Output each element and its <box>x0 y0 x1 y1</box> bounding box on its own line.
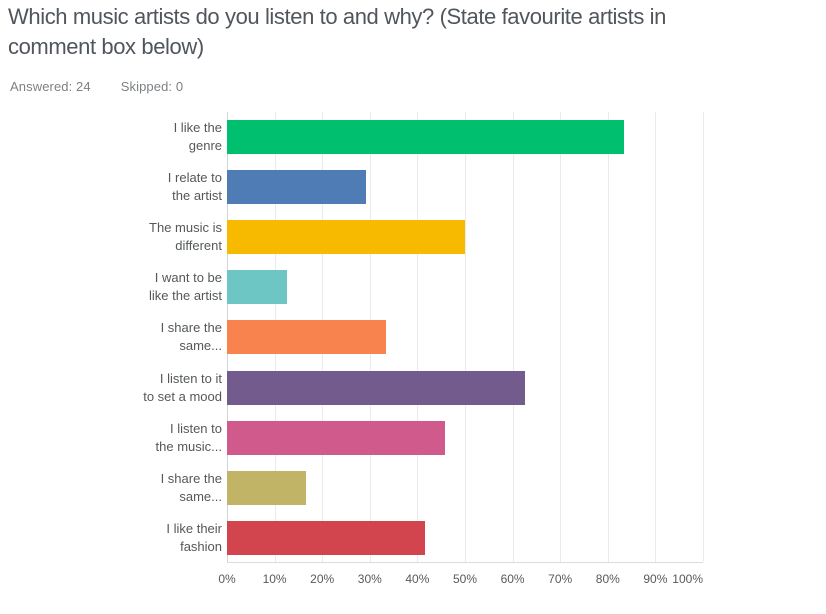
category-label-line: to set a mood <box>143 388 222 404</box>
x-tick: 100% <box>672 572 703 586</box>
category-label-line: the music... <box>155 438 222 454</box>
chart-row: The music is different <box>0 212 703 262</box>
skipped-value: 0 <box>175 79 184 94</box>
bar-area <box>227 312 703 362</box>
answered-count: Answered: 24 <box>10 79 91 94</box>
bar[interactable] <box>227 220 465 255</box>
category-label: I share the same... <box>0 470 222 506</box>
question-title: Which music artists do you listen to and… <box>8 2 826 62</box>
gridline <box>560 112 562 562</box>
x-tick: 40% <box>405 572 430 586</box>
category-label-line: genre <box>188 138 222 154</box>
chart-row: I share the same... <box>0 312 703 362</box>
answered-label: Answered: <box>10 79 73 94</box>
category-label: I share the same... <box>0 319 222 355</box>
x-tick: 0% <box>218 572 236 586</box>
x-tick: 30% <box>357 572 382 586</box>
category-label-line: I listen to it <box>159 370 222 386</box>
x-axis: 0% 10% 20% 30% 40% 50% 60% 70% 80% 90% 100% <box>218 572 703 588</box>
gridline <box>512 112 514 562</box>
category-label: I relate to the artist <box>0 169 222 205</box>
bar[interactable] <box>227 270 287 305</box>
bar-chart: I like the genre I relate to the artist The … <box>0 112 740 602</box>
category-label-line: I share the <box>160 320 222 336</box>
bar[interactable] <box>227 120 624 154</box>
chart-row: I listen to it to set a mood <box>0 363 703 413</box>
gridline <box>703 112 704 562</box>
bar[interactable] <box>227 470 307 505</box>
x-tick: 10% <box>262 572 287 586</box>
response-meta: Answered: 24 Skipped: 0 <box>10 79 183 94</box>
gridline <box>417 112 419 562</box>
category-label-line: same... <box>179 488 222 504</box>
bar[interactable] <box>227 370 525 405</box>
bar-area <box>227 463 703 513</box>
chart-row: I relate to the artist <box>0 162 703 212</box>
gridline <box>655 112 657 562</box>
x-tick: 80% <box>595 572 620 586</box>
category-label: I like their fashion <box>0 520 222 556</box>
category-label-line: The music is <box>149 220 222 236</box>
question-title-line-1: Which music artists do you listen to and… <box>8 4 666 29</box>
bar-area <box>227 262 703 312</box>
category-label: I listen to it to set a mood <box>0 370 222 406</box>
x-tick: 20% <box>310 572 335 586</box>
bar-area <box>227 212 703 262</box>
question-title-line-2: comment box below) <box>8 34 204 59</box>
bar[interactable] <box>227 420 446 455</box>
category-label-line: I want to be <box>154 270 222 286</box>
category-label: The music is different <box>0 219 222 255</box>
category-label-line: I relate to <box>167 170 222 186</box>
chart-row: I like their fashion <box>0 513 703 563</box>
category-label-line: I like the <box>173 120 222 136</box>
bar-area <box>227 112 703 162</box>
category-label-line: I like their <box>166 520 222 536</box>
category-label-line: the artist <box>172 188 222 204</box>
x-tick: 70% <box>548 572 573 586</box>
answered-value: 24 <box>76 79 91 94</box>
category-label-line: different <box>175 238 222 254</box>
bar-area <box>227 363 703 413</box>
category-label-line: I share the <box>160 470 222 486</box>
skipped-label: Skipped: <box>120 79 173 94</box>
x-tick: 90% <box>643 572 668 586</box>
bar-area <box>227 513 703 563</box>
bar[interactable] <box>227 170 366 205</box>
gridline <box>465 112 466 562</box>
chart-row: I like the genre <box>0 112 703 162</box>
x-tick: 50% <box>452 572 478 586</box>
category-label-line: I listen to <box>169 420 222 436</box>
chart-row: I want to be like the artist <box>0 262 703 312</box>
chart-row: I listen to the music... <box>0 413 703 463</box>
category-label: I listen to the music... <box>0 420 222 456</box>
chart-row: I share the same... <box>0 463 703 513</box>
skipped-count: Skipped: 0 <box>121 79 183 94</box>
chart-rows: I like the genre I relate to the artist The … <box>0 112 703 563</box>
bar-area <box>227 413 703 463</box>
bar[interactable] <box>227 520 426 555</box>
bar-area <box>227 162 703 212</box>
category-label: I like the genre <box>0 119 222 155</box>
x-tick: 60% <box>500 572 525 586</box>
gridline <box>607 112 609 562</box>
bar[interactable] <box>227 320 386 355</box>
category-label-line: like the artist <box>149 288 222 304</box>
category-label-line: fashion <box>180 538 222 554</box>
category-label: I want to be like the artist <box>0 269 222 305</box>
category-label-line: same... <box>179 338 222 354</box>
